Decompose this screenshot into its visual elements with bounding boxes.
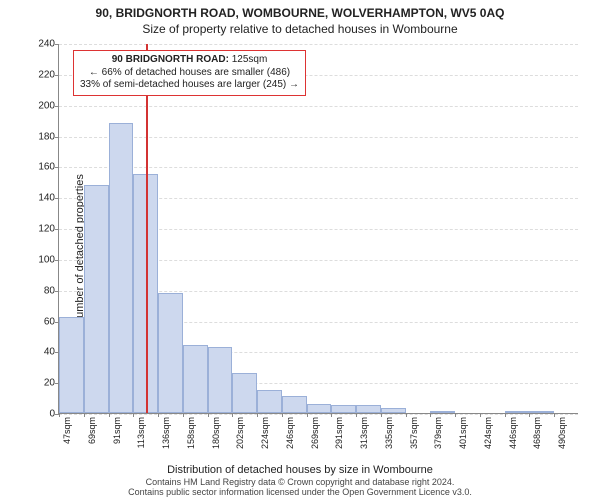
x-tick-mark xyxy=(455,413,456,417)
x-tick-label: 113sqm xyxy=(136,417,146,448)
y-tick-mark xyxy=(55,106,59,107)
x-tick-mark xyxy=(505,413,506,417)
x-tick-mark xyxy=(183,413,184,417)
x-tick-mark xyxy=(529,413,530,417)
x-tick-mark xyxy=(109,413,110,417)
y-tick-label: 140 xyxy=(38,193,55,204)
histogram-bar xyxy=(59,317,84,413)
histogram-bar xyxy=(282,396,307,413)
histogram-bar xyxy=(356,405,381,413)
x-tick-mark xyxy=(356,413,357,417)
x-tick-label: 91sqm xyxy=(112,417,122,444)
histogram-bar xyxy=(529,411,554,413)
x-tick-mark xyxy=(59,413,60,417)
y-tick-mark xyxy=(55,291,59,292)
x-tick-label: 401sqm xyxy=(458,417,468,449)
histogram-bar xyxy=(331,405,356,413)
chart-title-address: 90, BRIDGNORTH ROAD, WOMBOURNE, WOLVERHA… xyxy=(10,6,590,20)
histogram-bar xyxy=(208,347,233,413)
x-tick-mark xyxy=(232,413,233,417)
x-tick-label: 291sqm xyxy=(334,417,344,449)
x-tick-mark xyxy=(84,413,85,417)
y-tick-mark xyxy=(55,137,59,138)
histogram-bar xyxy=(430,411,455,413)
y-tick-mark xyxy=(55,167,59,168)
title-block: 90, BRIDGNORTH ROAD, WOMBOURNE, WOLVERHA… xyxy=(0,0,600,36)
x-tick-mark xyxy=(158,413,159,417)
x-tick-mark xyxy=(554,413,555,417)
y-tick-mark xyxy=(55,75,59,76)
y-tick-mark xyxy=(55,198,59,199)
x-tick-label: 47sqm xyxy=(62,417,72,444)
x-axis-label: Distribution of detached houses by size … xyxy=(0,464,600,476)
x-tick-label: 136sqm xyxy=(161,417,171,449)
x-tick-mark xyxy=(331,413,332,417)
histogram-bar xyxy=(84,185,109,413)
x-tick-label: 158sqm xyxy=(186,417,196,449)
x-tick-mark xyxy=(257,413,258,417)
y-tick-label: 160 xyxy=(38,162,55,173)
histogram-bar xyxy=(109,123,134,413)
gridline-h xyxy=(59,137,578,138)
gridline-h xyxy=(59,414,578,415)
x-tick-mark xyxy=(307,413,308,417)
y-tick-label: 40 xyxy=(44,347,55,358)
x-tick-label: 180sqm xyxy=(211,417,221,449)
histogram-bar xyxy=(381,408,406,413)
y-tick-mark xyxy=(55,44,59,45)
x-tick-label: 446sqm xyxy=(508,417,518,449)
x-tick-label: 246sqm xyxy=(285,417,295,449)
x-tick-label: 269sqm xyxy=(310,417,320,449)
x-tick-label: 335sqm xyxy=(384,417,394,449)
histogram-bar xyxy=(257,390,282,413)
x-tick-label: 357sqm xyxy=(409,417,419,449)
y-tick-label: 100 xyxy=(38,254,55,265)
x-tick-label: 490sqm xyxy=(557,417,567,449)
chart-container: 90, BRIDGNORTH ROAD, WOMBOURNE, WOLVERHA… xyxy=(0,0,600,500)
attribution-text: Contains HM Land Registry data © Crown c… xyxy=(0,478,600,498)
y-tick-label: 200 xyxy=(38,100,55,111)
histogram-bar xyxy=(307,404,332,413)
histogram-bar xyxy=(158,293,183,413)
property-marker-line xyxy=(146,44,148,413)
y-tick-label: 180 xyxy=(38,131,55,142)
histogram-bar xyxy=(505,411,530,413)
annotation-box: 90 BRIDGNORTH ROAD: 125sqm ← 66% of deta… xyxy=(73,50,306,96)
x-tick-label: 202sqm xyxy=(235,417,245,449)
y-tick-label: 20 xyxy=(44,378,55,389)
gridline-h xyxy=(59,106,578,107)
y-tick-label: 220 xyxy=(38,69,55,80)
x-tick-label: 69sqm xyxy=(87,417,97,444)
y-tick-label: 60 xyxy=(44,316,55,327)
x-tick-mark xyxy=(480,413,481,417)
x-tick-mark xyxy=(381,413,382,417)
histogram-bar xyxy=(183,345,208,413)
plot-area: 90 BRIDGNORTH ROAD: 125sqm ← 66% of deta… xyxy=(58,44,578,414)
x-tick-label: 224sqm xyxy=(260,417,270,449)
y-tick-label: 240 xyxy=(38,39,55,50)
y-tick-mark xyxy=(55,229,59,230)
annotation-line1: 90 BRIDGNORTH ROAD: 125sqm xyxy=(80,54,299,67)
x-tick-mark xyxy=(406,413,407,417)
x-tick-mark xyxy=(282,413,283,417)
x-tick-mark xyxy=(430,413,431,417)
x-tick-label: 313sqm xyxy=(359,417,369,449)
histogram-bar xyxy=(232,373,257,413)
x-tick-label: 379sqm xyxy=(433,417,443,449)
gridline-h xyxy=(59,167,578,168)
annotation-line2: ← 66% of detached houses are smaller (48… xyxy=(80,67,299,80)
x-tick-label: 424sqm xyxy=(483,417,493,449)
annotation-line3: 33% of semi-detached houses are larger (… xyxy=(80,79,299,92)
y-tick-label: 80 xyxy=(44,285,55,296)
y-tick-mark xyxy=(55,260,59,261)
x-tick-label: 468sqm xyxy=(532,417,542,449)
x-tick-mark xyxy=(133,413,134,417)
gridline-h xyxy=(59,44,578,45)
x-tick-mark xyxy=(208,413,209,417)
attribution-line2: Contains public sector information licen… xyxy=(0,488,600,498)
chart-title-description: Size of property relative to detached ho… xyxy=(10,22,590,36)
y-tick-label: 120 xyxy=(38,224,55,235)
